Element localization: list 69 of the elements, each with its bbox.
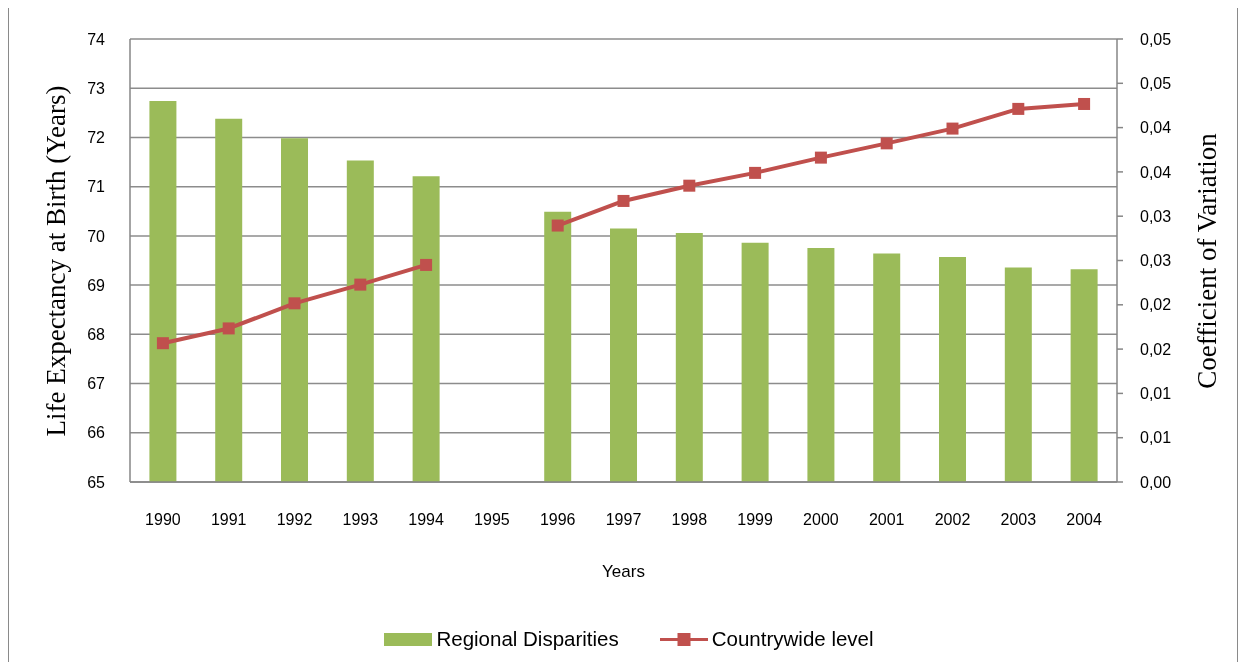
x-tick-label: 2002 [934, 511, 971, 529]
point [749, 166, 762, 179]
point [1078, 97, 1091, 110]
y-tick-label: 68 [87, 326, 106, 344]
point [222, 322, 235, 335]
bar [675, 233, 703, 482]
point [814, 151, 827, 164]
point [1012, 102, 1025, 115]
point [946, 122, 959, 135]
point [683, 179, 696, 192]
bar [149, 101, 177, 482]
y-tick-label: 65 [87, 473, 106, 491]
legend-label: Regional Disparities [436, 627, 619, 651]
y-tick-label: 73 [87, 79, 106, 97]
point [354, 278, 367, 291]
x-tick-label: 2001 [868, 511, 905, 529]
y2-tick-label: 0,04 [1140, 163, 1172, 181]
point [880, 137, 893, 150]
bar [346, 160, 374, 482]
bar [412, 176, 440, 482]
bar [1070, 269, 1098, 482]
y-tick-label: 66 [87, 424, 106, 442]
bar [215, 118, 243, 482]
bar [741, 242, 769, 482]
y2-tick-label: 0,05 [1140, 30, 1172, 48]
point [288, 297, 301, 310]
point [551, 219, 564, 232]
y-tick-label: 72 [87, 129, 106, 147]
y-tick-label: 69 [87, 276, 106, 294]
y2-tick-label: 0,05 [1140, 74, 1172, 92]
x-tick-label: 2004 [1066, 511, 1102, 529]
x-tick-label: 1993 [342, 511, 379, 529]
point [617, 194, 630, 207]
y-tick-label: 70 [87, 227, 106, 245]
y2-tick-label: 0,04 [1140, 119, 1172, 137]
y2-tick-label: 0,02 [1140, 340, 1172, 358]
x-tick-label: 2003 [1000, 511, 1037, 529]
y2-tick-label: 0,00 [1140, 473, 1172, 491]
x-tick-label: 1998 [671, 511, 708, 529]
x-tick-label: 2000 [803, 511, 839, 529]
y2-axis-title: Coefficient of Variation [1191, 132, 1223, 389]
legend-label: Countrywide level [711, 627, 874, 651]
x-tick-label: 1991 [210, 511, 247, 529]
bar [939, 256, 967, 482]
x-tick-label: 1995 [474, 511, 510, 529]
y2-tick-label: 0,03 [1140, 207, 1172, 225]
y-tick-label: 67 [87, 375, 106, 393]
x-tick-label: 1992 [276, 511, 313, 529]
x-tick-label: 1997 [605, 511, 642, 529]
x-tick-label: 1990 [145, 511, 181, 529]
point [156, 337, 169, 350]
x-tick-label: 1996 [539, 511, 576, 529]
y-tick-label: 71 [87, 178, 106, 196]
bar [544, 211, 572, 482]
x-tick-label: 1999 [737, 511, 773, 529]
x-axis-title: Years [602, 562, 645, 582]
y-axis-title: Life Expectancy at Birth (Years) [40, 84, 72, 437]
bar [807, 248, 835, 482]
bar [610, 228, 638, 482]
bar [1004, 267, 1032, 482]
y2-tick-label: 0,01 [1140, 385, 1172, 403]
point [420, 258, 433, 271]
y2-tick-label: 0,03 [1140, 252, 1172, 270]
y-tick-label: 74 [87, 30, 106, 48]
y2-tick-label: 0,02 [1140, 296, 1172, 314]
x-tick-label: 1994 [408, 511, 444, 529]
bar [281, 138, 309, 482]
bar [873, 253, 901, 482]
y2-tick-label: 0,01 [1140, 429, 1172, 447]
